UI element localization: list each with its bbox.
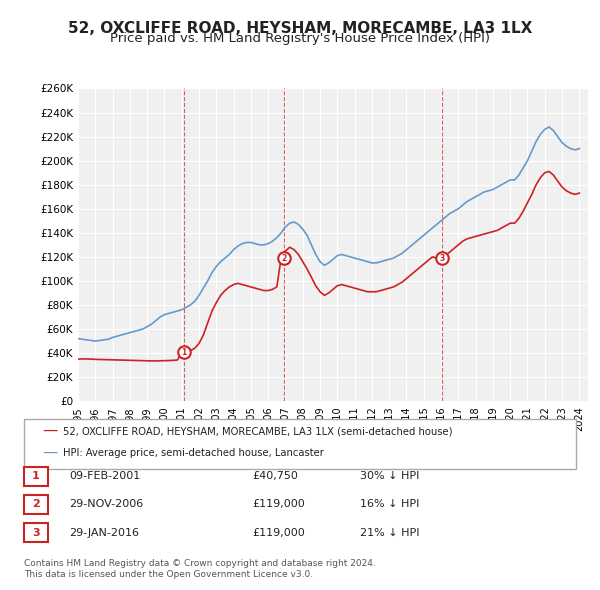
- Text: 09-FEB-2001: 09-FEB-2001: [69, 471, 140, 481]
- Text: —: —: [42, 444, 57, 460]
- Text: 3: 3: [32, 528, 40, 537]
- Text: 30% ↓ HPI: 30% ↓ HPI: [360, 471, 419, 481]
- Text: 3: 3: [440, 254, 445, 263]
- Text: £119,000: £119,000: [252, 500, 305, 509]
- Text: 29-JAN-2016: 29-JAN-2016: [69, 528, 139, 537]
- Text: £40,750: £40,750: [252, 471, 298, 481]
- Text: 52, OXCLIFFE ROAD, HEYSHAM, MORECAMBE, LA3 1LX: 52, OXCLIFFE ROAD, HEYSHAM, MORECAMBE, L…: [68, 21, 532, 35]
- Text: 2: 2: [281, 254, 287, 263]
- Text: 2: 2: [32, 500, 40, 509]
- Text: Contains HM Land Registry data © Crown copyright and database right 2024.
This d: Contains HM Land Registry data © Crown c…: [24, 559, 376, 579]
- Text: HPI: Average price, semi-detached house, Lancaster: HPI: Average price, semi-detached house,…: [63, 448, 324, 458]
- Text: 52, OXCLIFFE ROAD, HEYSHAM, MORECAMBE, LA3 1LX (semi-detached house): 52, OXCLIFFE ROAD, HEYSHAM, MORECAMBE, L…: [63, 426, 452, 436]
- Text: Price paid vs. HM Land Registry's House Price Index (HPI): Price paid vs. HM Land Registry's House …: [110, 32, 490, 45]
- Text: 1: 1: [181, 348, 186, 357]
- Text: 1: 1: [32, 471, 40, 481]
- Text: —: —: [42, 422, 57, 438]
- Text: £119,000: £119,000: [252, 528, 305, 537]
- Text: 29-NOV-2006: 29-NOV-2006: [69, 500, 143, 509]
- Text: 21% ↓ HPI: 21% ↓ HPI: [360, 528, 419, 537]
- Text: 16% ↓ HPI: 16% ↓ HPI: [360, 500, 419, 509]
